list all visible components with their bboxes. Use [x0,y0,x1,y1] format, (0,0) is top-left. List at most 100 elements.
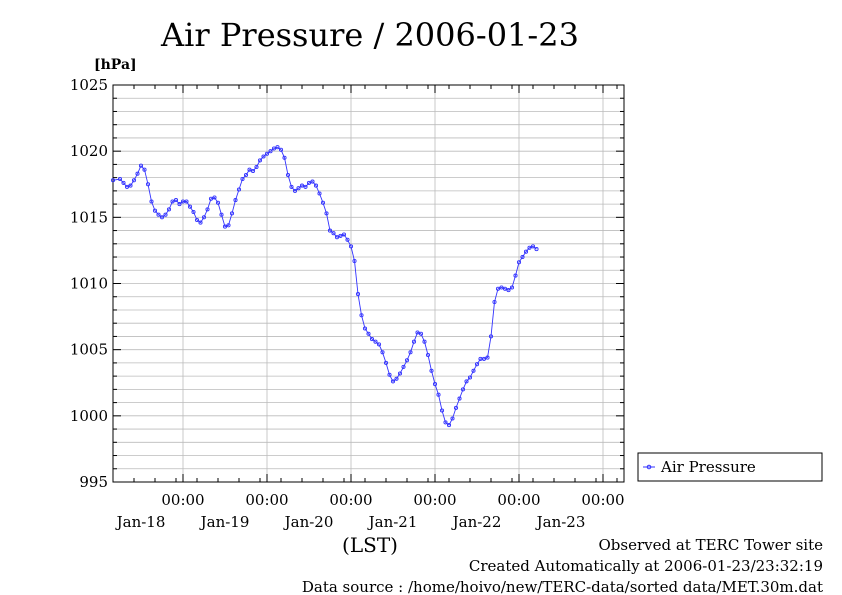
data-point [471,368,476,373]
data-point [163,212,168,217]
data-point [170,199,175,204]
grid-lines [113,85,624,482]
data-point [306,180,312,185]
data-point [110,178,116,183]
x-tick-date-label: Jan-20 [283,513,334,531]
y-axis-ticks: 995 1000 1005 1010 1015 1020 1025 [70,76,624,491]
data-point [474,362,480,367]
data-point [177,202,182,207]
data-point [383,360,389,365]
data-point [331,231,336,236]
data-point [184,199,189,204]
data-point [264,151,270,156]
data-point [436,392,441,397]
data-point [289,184,294,189]
data-point [390,379,396,384]
y-tick-label: 1020 [70,142,108,160]
y-tick-label: 1000 [70,407,108,425]
data-point [450,416,455,421]
data-point [425,352,431,358]
data-point [387,372,392,377]
data-point [149,199,154,204]
data-point [138,163,144,168]
data-point [296,186,301,191]
x-tick-date-label: Jan-19 [199,513,250,531]
data-point [145,182,151,187]
data-point [233,198,238,203]
data-point [404,358,410,363]
data-point [142,167,147,172]
data-point [320,200,326,205]
legend: Air Pressure [637,452,823,482]
data-point [124,184,130,189]
data-point [376,342,382,347]
data-point [516,260,522,265]
y-tick-label: 1005 [70,341,108,359]
data-point [457,396,462,401]
data-point [240,176,245,182]
data-point [327,228,333,233]
x-tick-date-label: Jan-23 [535,513,586,531]
data-point [341,232,347,237]
data-point [226,223,231,228]
data-point [534,247,539,252]
data-point [324,211,329,216]
data-point [215,200,221,205]
legend-marker-swatch [646,464,652,470]
data-point [446,423,452,428]
data-point [135,171,140,176]
data-point [191,209,196,215]
data-point [502,286,508,291]
x-tick-time-label: 00:00 [413,491,456,509]
data-point [117,176,123,182]
data-point [411,339,417,344]
data-point [401,364,406,369]
chart-title: Air Pressure / 2006-01-23 [160,16,579,54]
data-point [173,198,179,203]
data-point [313,183,319,188]
x-axis-label: (LST) [342,533,398,557]
legend-box [637,452,823,482]
data-point [348,244,354,249]
data-point [236,187,242,192]
data-point [194,217,200,223]
data-point [380,350,385,355]
y-tick-label: 1025 [70,76,108,94]
data-point [485,355,490,360]
data-point [415,330,420,335]
data-point [121,180,126,185]
data-point [499,285,504,290]
x-tick-date-label: Jan-21 [367,513,418,531]
data-point [369,337,375,342]
data-point [429,368,434,373]
data-point [271,146,277,151]
data-point [299,183,305,188]
data-point [359,313,364,318]
data-point [397,371,403,376]
data-point [285,172,291,178]
data-point [212,195,217,200]
series-air-pressure [110,145,539,428]
data-point [492,299,497,305]
x-tick-date-label: Jan-18 [115,513,166,531]
data-point [310,179,315,184]
data-point [282,155,287,160]
x-tick-time-label: 00:00 [329,491,372,509]
data-point [243,172,249,178]
data-point [254,164,259,170]
data-point [166,207,172,212]
series-line-air-pressure [112,146,537,426]
data-point [513,273,518,278]
data-point [250,168,256,174]
x-tick-date-label: Jan-22 [451,513,502,531]
data-point [187,204,193,209]
data-point [523,249,529,254]
data-point [159,215,165,220]
x-tick-time-label: 00:00 [245,491,288,509]
data-point [355,292,361,297]
data-source-note: Data source : /home/hoivo/new/TERC-data/… [302,578,823,595]
x-tick-time-label: 00:00 [497,491,540,509]
data-point [128,183,133,188]
data-point [488,334,494,339]
data-point [352,258,357,264]
